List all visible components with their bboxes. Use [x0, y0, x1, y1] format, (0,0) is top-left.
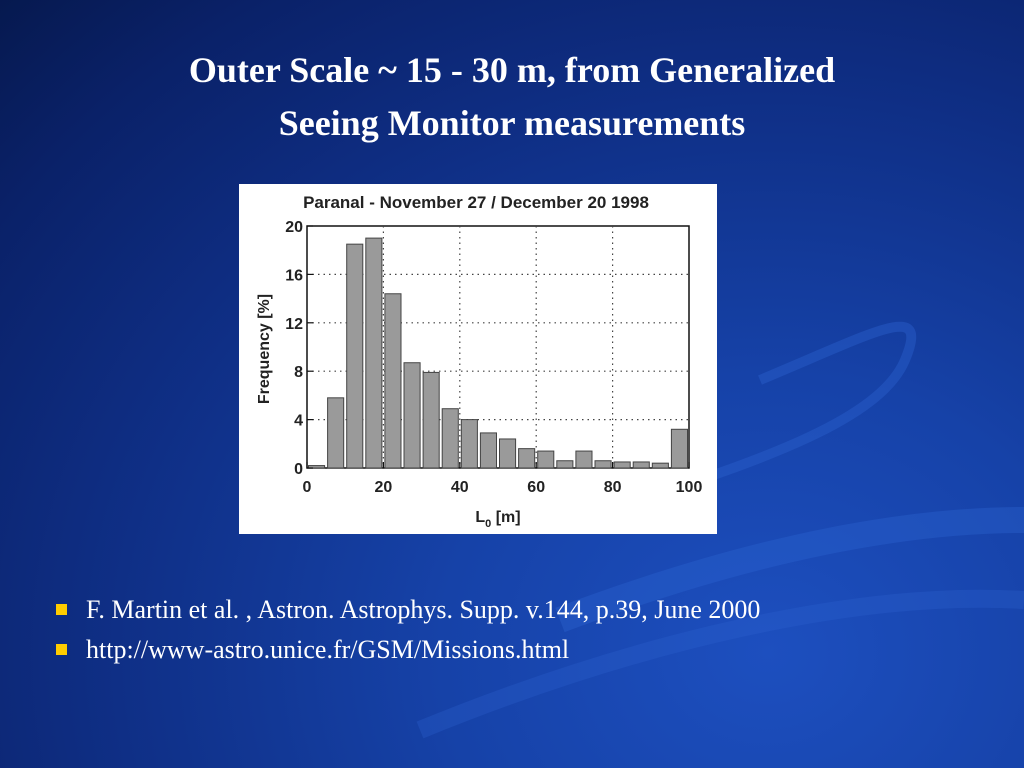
x-tick-label: 100: [676, 479, 703, 496]
x-axis-label-sub: 0: [485, 518, 491, 530]
histogram-bar: [594, 460, 612, 469]
y-tick-label: 20: [285, 219, 303, 236]
histogram-bar: [575, 450, 593, 469]
histogram-bar: [403, 362, 421, 469]
reference-list: F. Martin et al. , Astron. Astrophys. Su…: [56, 590, 760, 670]
histogram-bar: [613, 461, 631, 469]
reference-item-1: F. Martin et al. , Astron. Astrophys. Su…: [56, 590, 760, 630]
histogram-bar: [556, 460, 574, 469]
bullet-square-icon: [56, 644, 67, 655]
histogram-bar: [499, 438, 517, 469]
histogram-bar: [651, 462, 669, 469]
x-axis-label-unit: [m]: [491, 509, 520, 526]
reference-text-1: F. Martin et al. , Astron. Astrophys. Su…: [86, 595, 761, 624]
y-tick-label: 16: [285, 267, 303, 284]
chart-title: Paranal - November 27 / December 20 1998: [303, 193, 649, 212]
plot-frame: [306, 225, 690, 469]
x-tick-label: 20: [375, 479, 393, 496]
tick-layer: 0 4 8 12 16 20 0 20 40 60 80 100: [285, 219, 702, 496]
y-tick-label: 0: [294, 461, 303, 478]
title-line-1: Outer Scale ~ 15 - 30 m, from Generalize…: [188, 50, 836, 90]
bullet-square-icon: [56, 604, 67, 615]
x-axis-label-main: L: [475, 509, 485, 526]
histogram-bar: [537, 450, 555, 469]
x-tick-label: 60: [527, 479, 545, 496]
histogram-bar: [308, 465, 326, 469]
histogram-bar: [365, 237, 383, 469]
histogram-bar: [384, 293, 402, 469]
title-line-2: Seeing Monitor measurements: [278, 103, 746, 144]
reference-text-2: http://www-astro.unice.fr/GSM/Missions.h…: [86, 635, 570, 664]
bar-layer: [308, 237, 688, 469]
x-tick-label: 80: [604, 479, 622, 496]
histogram-bar: [632, 461, 650, 469]
x-tick-label: 40: [451, 479, 469, 496]
histogram-bar: [460, 419, 478, 469]
histogram-bar: [518, 448, 536, 469]
histogram-bar: [327, 397, 345, 469]
y-tick-label: 8: [294, 364, 303, 381]
y-tick-label: 12: [285, 316, 303, 333]
chart-svg: Paranal - November 27 / December 20 1998…: [256, 193, 702, 530]
histogram-bar: [441, 408, 459, 469]
y-tick-label: 4: [294, 413, 303, 430]
histogram-bar: [422, 371, 440, 469]
grid-layer: [307, 226, 689, 468]
histogram-bar: [670, 428, 688, 469]
y-axis-label: Frequency [%]: [256, 294, 273, 404]
reference-item-2: http://www-astro.unice.fr/GSM/Missions.h…: [56, 630, 760, 670]
histogram-bar: [479, 432, 497, 469]
histogram-bar: [346, 243, 364, 469]
x-axis-label: L0 [m]: [475, 509, 520, 530]
histogram-chart: Paranal - November 27 / December 20 1998…: [239, 184, 717, 534]
x-tick-label: 0: [303, 479, 312, 496]
slide-title: Outer Scale ~ 15 - 30 m, from Generalize…: [40, 44, 984, 151]
